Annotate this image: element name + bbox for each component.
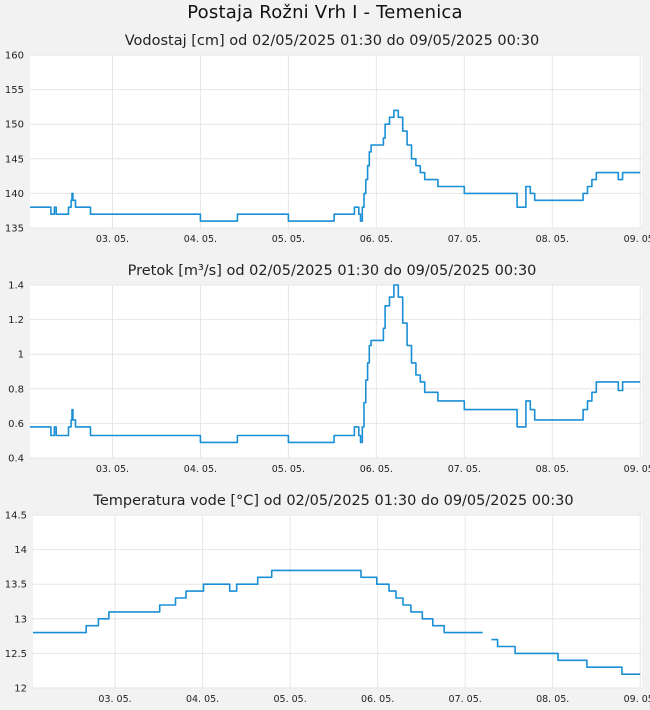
- y-tick-label: 12.5: [5, 649, 27, 660]
- x-tick-label: 06. 05.: [360, 234, 393, 245]
- x-tick-label: 07. 05.: [448, 234, 481, 245]
- series-line-1: [30, 284, 641, 444]
- x-tick-label: 07. 05.: [448, 464, 481, 475]
- chart-title: Pretok [m³/s] od 02/05/2025 01:30 do 09/…: [128, 263, 537, 279]
- x-tick-label: 09. 05.: [624, 464, 650, 475]
- y-tick-label: 0.4: [8, 454, 24, 465]
- x-tick-label: 04. 05.: [184, 464, 217, 475]
- series-line-2: [491, 638, 641, 675]
- y-tick-label: 155: [5, 85, 24, 96]
- x-tick-label: 08. 05.: [536, 464, 569, 475]
- page-title: Postaja Rožni Vrh I - Temenica: [187, 2, 463, 23]
- series-line-1: [30, 109, 641, 222]
- y-tick-label: 13: [14, 614, 27, 625]
- x-tick-label: 04. 05.: [186, 694, 219, 705]
- chart-2: Pretok [m³/s] od 02/05/2025 01:30 do 09/…: [8, 263, 650, 475]
- chart-title: Vodostaj [cm] od 02/05/2025 01:30 do 09/…: [125, 33, 539, 49]
- x-tick-label: 05. 05.: [273, 694, 306, 705]
- y-tick-label: 14: [14, 545, 27, 556]
- y-tick-label: 140: [5, 189, 24, 200]
- plot-area: [33, 515, 642, 688]
- y-tick-label: 1.2: [8, 315, 24, 326]
- x-tick-label: 08. 05.: [536, 234, 569, 245]
- x-tick-label: 06. 05.: [361, 694, 394, 705]
- plot-area: [30, 55, 642, 228]
- y-tick-label: 0.8: [8, 384, 24, 395]
- series-line-1: [33, 569, 483, 634]
- chart-title: Temperatura vode [°C] od 02/05/2025 01:3…: [92, 493, 573, 509]
- x-tick-label: 03. 05.: [96, 234, 129, 245]
- y-tick-label: 0.6: [8, 419, 24, 430]
- y-tick-label: 13.5: [5, 580, 27, 591]
- y-tick-label: 1.4: [8, 281, 24, 292]
- x-tick-label: 03. 05.: [96, 464, 129, 475]
- y-tick-label: 150: [5, 120, 24, 131]
- x-tick-label: 09. 05.: [624, 694, 650, 705]
- y-tick-label: 135: [5, 224, 24, 235]
- chart-3: Temperatura vode [°C] od 02/05/2025 01:3…: [5, 493, 650, 705]
- x-tick-label: 04. 05.: [184, 234, 217, 245]
- plot-area: [30, 285, 642, 458]
- x-tick-label: 09. 05.: [624, 234, 650, 245]
- y-tick-label: 145: [5, 154, 24, 165]
- y-tick-label: 14.5: [5, 511, 27, 522]
- x-tick-label: 07. 05.: [449, 694, 482, 705]
- y-tick-label: 12: [14, 684, 27, 695]
- y-tick-label: 1: [18, 350, 24, 361]
- y-tick-label: 160: [5, 51, 24, 62]
- x-tick-label: 06. 05.: [360, 464, 393, 475]
- x-tick-label: 05. 05.: [272, 234, 305, 245]
- x-tick-label: 05. 05.: [272, 464, 305, 475]
- chart-1: Vodostaj [cm] od 02/05/2025 01:30 do 09/…: [5, 33, 650, 245]
- x-tick-label: 08. 05.: [536, 694, 569, 705]
- x-tick-label: 03. 05.: [98, 694, 131, 705]
